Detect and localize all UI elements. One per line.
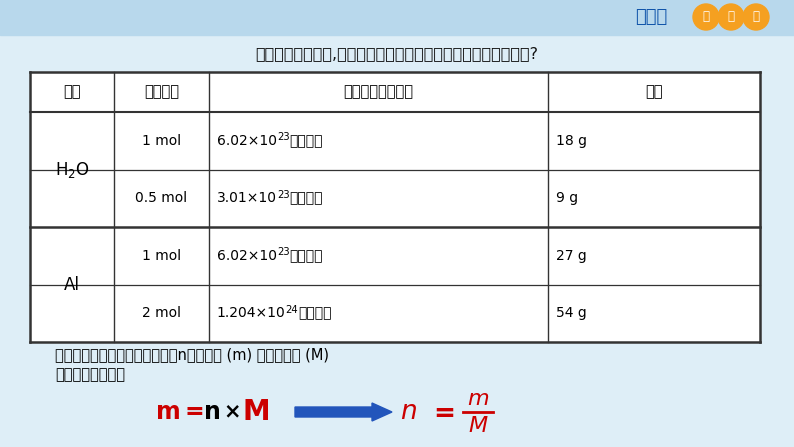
Text: 含有的粒子及数目: 含有的粒子及数目 (344, 84, 414, 100)
Text: 质量: 质量 (646, 84, 663, 100)
Text: 物质: 物质 (64, 84, 81, 100)
Text: 物质的量: 物质的量 (144, 84, 179, 100)
Text: 个铝原子: 个铝原子 (299, 306, 332, 320)
Text: 新教材: 新教材 (635, 8, 667, 26)
Text: 23: 23 (277, 132, 290, 142)
Text: 6.02×10: 6.02×10 (217, 134, 277, 148)
Text: 1.204×10: 1.204×10 (217, 306, 286, 320)
Text: 个水分子: 个水分子 (290, 191, 323, 205)
Circle shape (718, 4, 744, 30)
Text: 2 mol: 2 mol (142, 306, 181, 320)
Text: 1 mol: 1 mol (142, 249, 181, 263)
Text: $\mathbf{=}$: $\mathbf{=}$ (428, 399, 454, 425)
Text: $\mathbf{\times}$: $\mathbf{\times}$ (223, 402, 240, 422)
Text: 18 g: 18 g (557, 134, 588, 148)
Text: $\mathbf{n}$: $\mathbf{n}$ (203, 400, 220, 424)
Text: 观察表格中的数据,分析物质的量、粒子数、质量之间有什么关系?: 观察表格中的数据,分析物质的量、粒子数、质量之间有什么关系? (256, 46, 538, 62)
Text: 24: 24 (286, 305, 299, 315)
Text: 3.01×10: 3.01×10 (217, 191, 277, 205)
Text: 个铝原子: 个铝原子 (290, 249, 323, 263)
Text: 54 g: 54 g (557, 306, 587, 320)
Text: $\mathit{n}$: $\mathit{n}$ (400, 399, 417, 425)
Text: $\mathregular{H_2O}$: $\mathregular{H_2O}$ (55, 160, 90, 180)
Text: $\mathbf{M}$: $\mathbf{M}$ (242, 398, 269, 426)
Text: 9 g: 9 g (557, 191, 578, 205)
Text: 1 mol: 1 mol (142, 134, 181, 148)
Text: 新: 新 (703, 10, 710, 24)
Text: 高: 高 (727, 10, 734, 24)
Circle shape (693, 4, 719, 30)
Text: 个水分子: 个水分子 (290, 134, 323, 148)
Text: $\mathbf{m=}$: $\mathbf{m=}$ (155, 400, 203, 424)
Text: $\mathit{M}$: $\mathit{M}$ (468, 416, 488, 436)
Text: $\mathit{m}$: $\mathit{m}$ (467, 389, 489, 409)
Text: Al: Al (64, 275, 80, 294)
Text: 23: 23 (277, 247, 290, 257)
Bar (30, 72, 760, 342)
Text: 根据上述过程，指出物质的量（n）、质量 (m) 与摩尔质量 (M): 根据上述过程，指出物质的量（n）、质量 (m) 与摩尔质量 (M) (55, 347, 329, 363)
Circle shape (743, 4, 769, 30)
Text: 0.5 mol: 0.5 mol (135, 191, 187, 205)
Text: 23: 23 (277, 190, 290, 200)
Text: 之间存在的关系：: 之间存在的关系： (55, 367, 125, 383)
Text: 6.02×10: 6.02×10 (217, 249, 277, 263)
Text: 27 g: 27 g (557, 249, 587, 263)
Bar (0, 0, 794, 35)
Text: 考: 考 (753, 10, 760, 24)
FancyArrow shape (295, 403, 392, 421)
